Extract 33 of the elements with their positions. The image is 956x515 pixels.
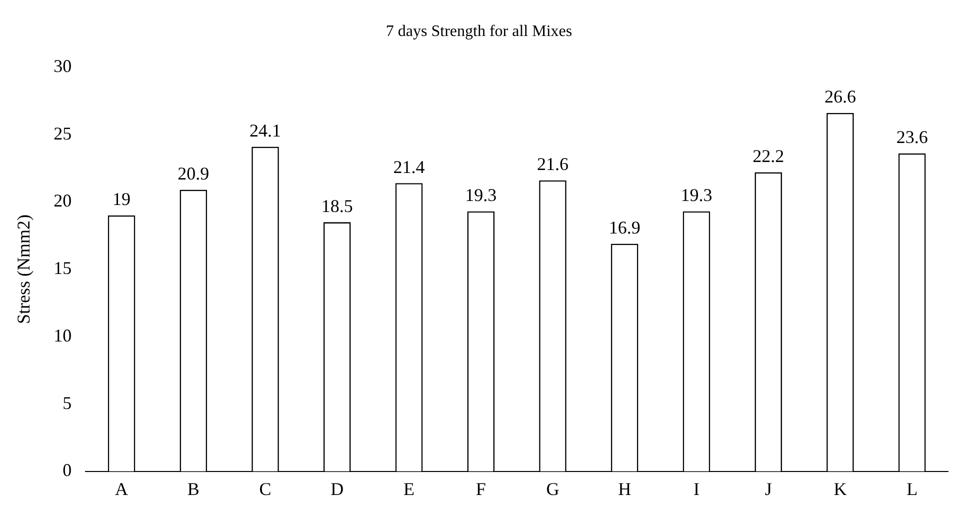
x-tick-label: H — [618, 478, 632, 499]
x-tick-label: A — [115, 478, 128, 499]
data-label: 16.9 — [608, 217, 640, 238]
y-tick-label: 20 — [54, 190, 72, 211]
y-tick-label: 25 — [54, 123, 72, 144]
data-label: 26.6 — [824, 86, 856, 107]
y-tick-label: 30 — [54, 56, 72, 76]
data-label: 19.3 — [465, 185, 497, 206]
y-axis-title: Stress (Nmm2) — [14, 214, 34, 324]
y-tick-label: 0 — [62, 460, 72, 480]
data-label: 18.5 — [321, 196, 353, 216]
data-label: 20.9 — [178, 164, 210, 184]
data-label: 21.6 — [536, 154, 568, 174]
x-tick-label: B — [187, 478, 200, 499]
x-tick-label: I — [693, 478, 700, 499]
data-label: 23.6 — [896, 127, 928, 148]
data-label: 24.1 — [250, 120, 282, 140]
x-tick-label: F — [476, 478, 486, 499]
y-tick-label: 10 — [54, 325, 72, 346]
x-tick-label: L — [906, 478, 918, 499]
x-tick-label: E — [404, 478, 414, 499]
x-tick-label: K — [834, 478, 847, 499]
x-tick-label: D — [330, 478, 344, 499]
y-tick-label: 5 — [62, 392, 72, 413]
data-label: 21.4 — [393, 156, 425, 177]
data-label: 22.2 — [752, 146, 784, 166]
x-tick-label: J — [764, 478, 772, 499]
data-label: 19 — [112, 189, 131, 210]
chart-title: 7 days Strength for all Mixes — [386, 22, 572, 40]
x-tick-label: G — [546, 478, 560, 499]
data-label: 19.3 — [680, 185, 712, 206]
x-tick-label: C — [259, 478, 272, 499]
y-tick-label: 15 — [54, 258, 72, 278]
